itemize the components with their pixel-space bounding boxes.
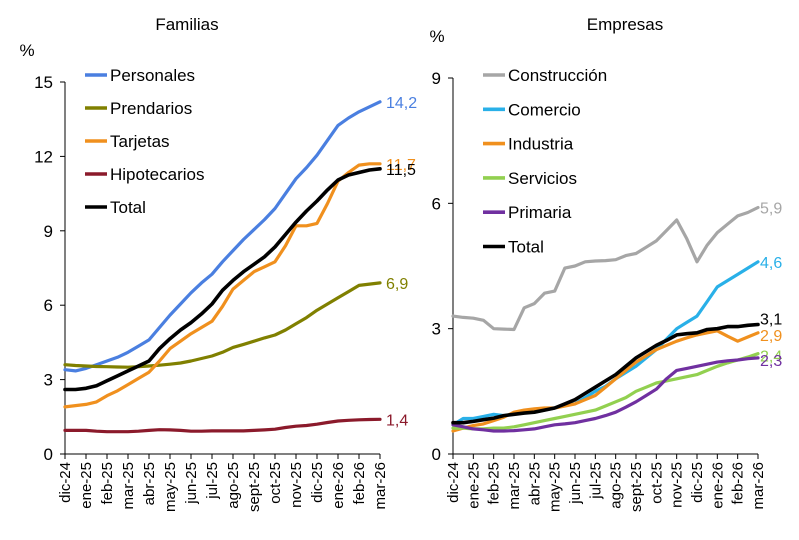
end-label-servicios: 2,4: [760, 349, 782, 366]
series-line-tarjetas: [63, 162, 382, 409]
x-tick-label: feb-25: [99, 462, 116, 505]
x-tick-label: oct-25: [267, 462, 284, 504]
chart-title: Familias: [155, 15, 218, 34]
x-tick-label: ago-25: [225, 462, 242, 509]
series-line-hipotecarios: [63, 417, 382, 434]
y-axis-label: %: [19, 41, 34, 60]
x-tick-label: sept-25: [246, 462, 263, 512]
x-tick-label: mar-25: [506, 462, 523, 510]
x-tick-label: sept-25: [628, 462, 645, 512]
end-label-industria: 2,9: [760, 328, 782, 345]
y-tick-label: 3: [44, 371, 53, 390]
end-label-total: 11,5: [386, 162, 416, 179]
x-tick-label: mar-25: [120, 462, 137, 510]
series-line-total: [451, 322, 760, 425]
x-tick-label: ene-25: [78, 462, 95, 509]
end-label-comercio: 4,6: [760, 255, 782, 272]
x-tick-label: feb-26: [730, 462, 747, 505]
series-line-primaria: [451, 356, 760, 433]
x-tick-label: oct-25: [648, 462, 665, 504]
empresas-chart: Empresas% 0 3 6 9 dic-24 ene-25 feb-25 mar-25 abr…: [429, 15, 782, 512]
x-tick-label: feb-25: [486, 462, 503, 505]
end-label-total: 3,1: [760, 311, 782, 328]
end-label-personales: 14,2: [386, 95, 417, 112]
series-line-comercio: [451, 260, 760, 427]
legend-label-personales: Personales: [110, 66, 195, 85]
x-tick-label: dic-24: [57, 462, 74, 503]
series-line-prendarios: [63, 281, 382, 369]
end-label-construccion: 5,9: [760, 201, 782, 218]
y-axis-label: %: [429, 27, 444, 46]
legend-label-servicios: Servicios: [508, 169, 577, 188]
series-line-construccion: [451, 205, 760, 332]
y-tick-label: 6: [432, 194, 441, 213]
x-tick-label: ene-26: [330, 462, 347, 509]
y-tick-label: 6: [44, 296, 53, 315]
legend-label-total: Total: [508, 238, 544, 257]
x-tick-label: dic-25: [689, 462, 706, 503]
end-label-hipotecarios: 1,4: [386, 412, 408, 429]
legend-label-industria: Industria: [508, 135, 574, 154]
y-tick-label: 12: [34, 147, 53, 166]
x-tick-label: dic-25: [309, 462, 326, 503]
x-tick-label: may-25: [547, 462, 564, 512]
x-tick-label: nov-25: [288, 462, 305, 508]
series-line-total: [63, 167, 382, 392]
x-tick-label: may-25: [162, 462, 179, 512]
end-label-primaria: 2,3: [760, 353, 782, 370]
end-label-tarjetas: 11,7: [386, 157, 416, 174]
x-tick-label: abr-25: [526, 462, 543, 505]
y-tick-label: 0: [432, 445, 441, 464]
x-tick-label: jun-25: [567, 462, 584, 505]
legend-label-total: Total: [110, 198, 146, 217]
x-tick-label: jul-25: [204, 462, 221, 500]
chart-title: Empresas: [587, 15, 664, 34]
x-tick-label: mar-26: [372, 462, 389, 510]
x-tick-label: ene-26: [709, 462, 726, 509]
legend-label-hipotecarios: Hipotecarios: [110, 165, 205, 184]
x-tick-label: ago-25: [608, 462, 625, 509]
x-tick-label: dic-24: [445, 462, 462, 503]
x-tick-label: ene-25: [465, 462, 482, 509]
x-tick-label: mar-26: [750, 462, 767, 510]
legend-label-construccion: Construcción: [508, 66, 607, 85]
y-tick-label: 0: [44, 445, 53, 464]
y-tick-label: 3: [432, 320, 441, 339]
series-line-personales: [63, 100, 382, 373]
legend-label-primaria: Primaria: [508, 203, 572, 222]
legend-label-prendarios: Prendarios: [110, 99, 192, 118]
series-line-servicios: [451, 352, 760, 431]
y-tick-label: 9: [44, 222, 53, 241]
x-tick-label: jun-25: [183, 462, 200, 505]
x-tick-label: abr-25: [141, 462, 158, 505]
end-label-prendarios: 6,9: [386, 276, 408, 293]
y-tick-label: 9: [432, 69, 441, 88]
x-tick-label: nov-25: [669, 462, 686, 508]
x-tick-label: feb-26: [351, 462, 368, 505]
legend-label-tarjetas: Tarjetas: [110, 132, 170, 151]
x-tick-label: jul-25: [587, 462, 604, 500]
y-tick-label: 15: [34, 73, 53, 92]
legend-label-comercio: Comercio: [508, 100, 581, 119]
